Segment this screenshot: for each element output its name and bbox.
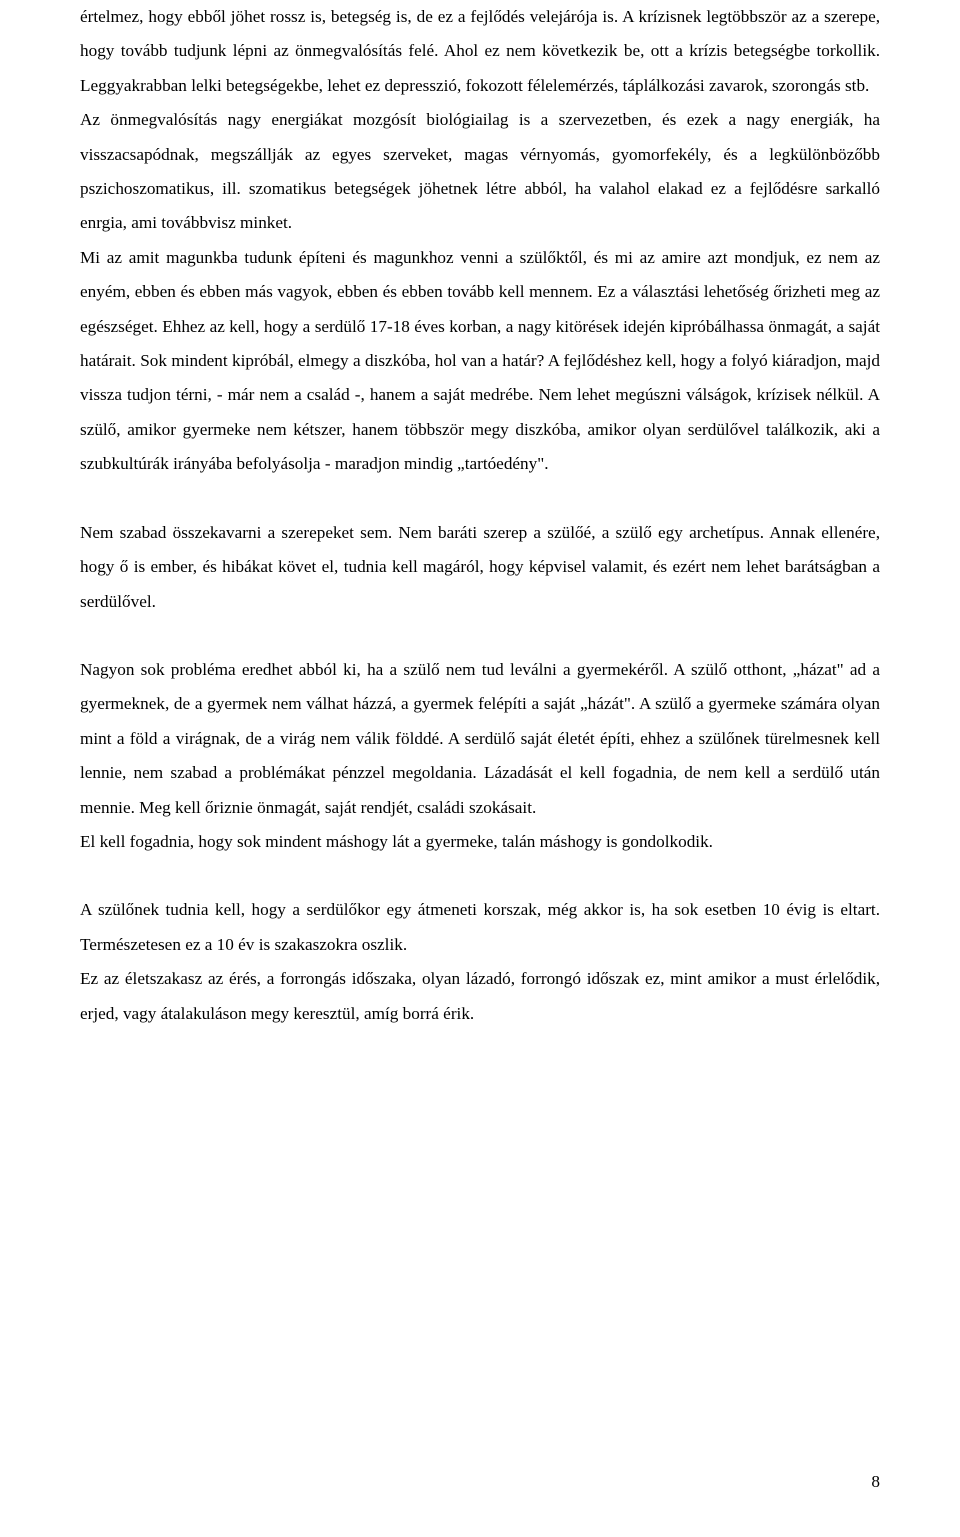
paragraph-5: Nagyon sok probléma eredhet abból ki, ha… [80,653,880,825]
paragraph-4: Nem szabad összekavarni a szerepeket sem… [80,516,880,619]
paragraph-1: értelmez, hogy ebből jöhet rossz is, bet… [80,0,880,103]
paragraph-7: A szülőnek tudnia kell, hogy a serdülőko… [80,893,880,962]
document-body: értelmez, hogy ebből jöhet rossz is, bet… [80,0,880,1031]
paragraph-3: Mi az amit magunkba tudunk építeni és ma… [80,241,880,482]
paragraph-2: Az önmegvalósítás nagy energiákat mozgós… [80,103,880,241]
paragraph-6: El kell fogadnia, hogy sok mindent másho… [80,825,880,859]
paragraph-8: Ez az életszakasz az érés, a forrongás i… [80,962,880,1031]
page-number: 8 [871,1472,880,1492]
